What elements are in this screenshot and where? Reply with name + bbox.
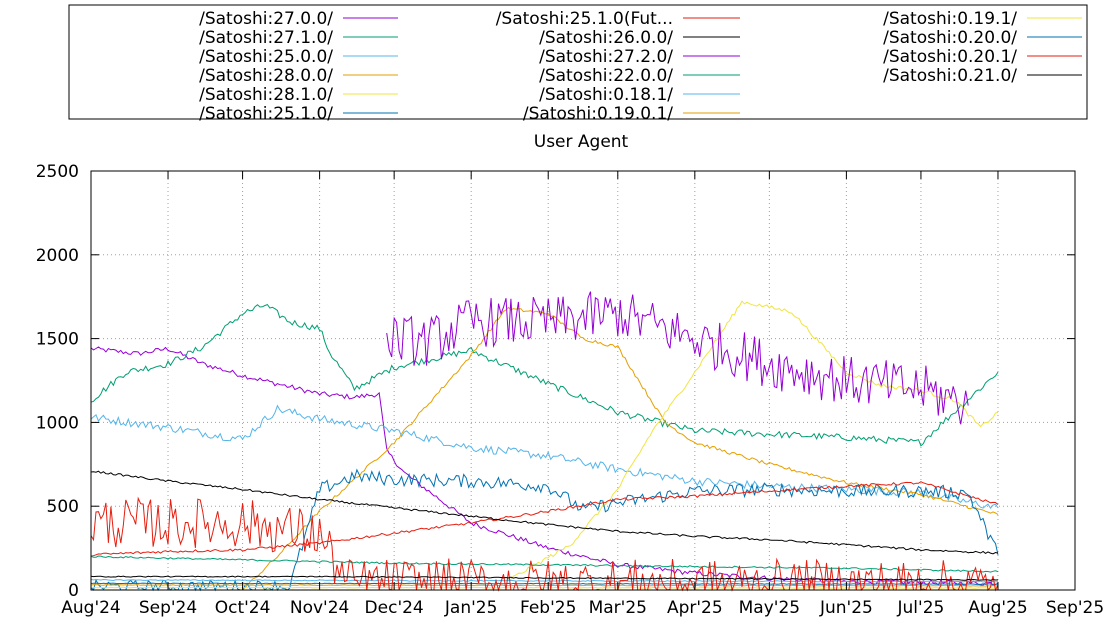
x-tick-label: Aug'25 xyxy=(968,598,1028,618)
plot-series xyxy=(90,291,999,592)
plot-frame xyxy=(90,170,1076,591)
legend-label: /Satoshi:0.20.0/ xyxy=(883,28,1017,48)
chart-title: User Agent xyxy=(534,132,629,152)
x-tick-label: Aug'24 xyxy=(61,598,121,618)
legend-box xyxy=(68,4,1088,120)
series-line xyxy=(90,481,999,557)
legend-label: /Satoshi:25.1.0/ xyxy=(199,104,333,124)
series-line xyxy=(242,306,999,591)
legend-label: /Satoshi:25.1.0(Fut... xyxy=(496,9,673,29)
legend-label: /Satoshi:26.0.0/ xyxy=(539,28,673,48)
x-tick-label: Sep'25 xyxy=(1046,598,1104,618)
y-tick-label: 500 xyxy=(47,497,79,517)
x-tick-label: Nov'24 xyxy=(290,598,349,618)
series-line xyxy=(90,555,999,573)
legend-label: /Satoshi:27.0.0/ xyxy=(199,9,333,29)
x-tick-label: Mar'25 xyxy=(589,598,647,618)
y-tick-label: 2000 xyxy=(36,246,79,266)
x-tick-label: Oct'24 xyxy=(215,598,271,618)
series-line xyxy=(90,304,999,447)
legend-label: /Satoshi:22.0.0/ xyxy=(539,66,673,86)
x-tick-label: Jun'25 xyxy=(819,598,873,618)
legend-label: /Satoshi:0.21.0/ xyxy=(883,66,1017,86)
legend-label: /Satoshi:0.19.1/ xyxy=(883,9,1017,29)
x-tick-label: Feb'25 xyxy=(520,598,576,618)
x-tick-label: May'25 xyxy=(739,598,800,618)
legend-label: /Satoshi:28.1.0/ xyxy=(199,85,333,105)
legend-label: /Satoshi:27.1.0/ xyxy=(199,28,333,48)
legend-label: /Satoshi:25.0.0/ xyxy=(199,47,333,67)
x-tick-label: Sep'24 xyxy=(139,598,197,618)
x-tick-label: Jan'25 xyxy=(444,598,498,618)
series-line xyxy=(386,291,969,425)
x-tick-label: Apr'25 xyxy=(667,598,723,618)
legend-label: /Satoshi:0.18.1/ xyxy=(539,85,673,105)
legend-label: /Satoshi:0.19.0.1/ xyxy=(523,104,673,124)
series-line xyxy=(90,575,999,581)
legend-label: /Satoshi:27.2.0/ xyxy=(539,47,673,67)
series-line xyxy=(90,578,999,583)
series-line xyxy=(90,470,999,555)
series-line xyxy=(90,404,999,509)
legend: /Satoshi:27.0.0//Satoshi:27.1.0//Satoshi… xyxy=(199,9,1082,124)
legend-label: /Satoshi:28.0.0/ xyxy=(199,66,333,86)
x-tick-label: Jul'25 xyxy=(897,598,945,618)
series-line xyxy=(505,300,999,581)
y-tick-label: 2500 xyxy=(36,162,79,182)
x-tick-label: Dec'24 xyxy=(365,598,424,618)
y-tick-label: 0 xyxy=(68,581,79,601)
axes: 0 500 1000 1500 2000 2500 Aug'24 Sep'24 Oct'24 No… xyxy=(36,162,1104,618)
legend-label: /Satoshi:0.20.1/ xyxy=(883,47,1017,67)
y-tick-label: 1500 xyxy=(36,330,79,350)
y-tick-label: 1000 xyxy=(36,413,79,433)
